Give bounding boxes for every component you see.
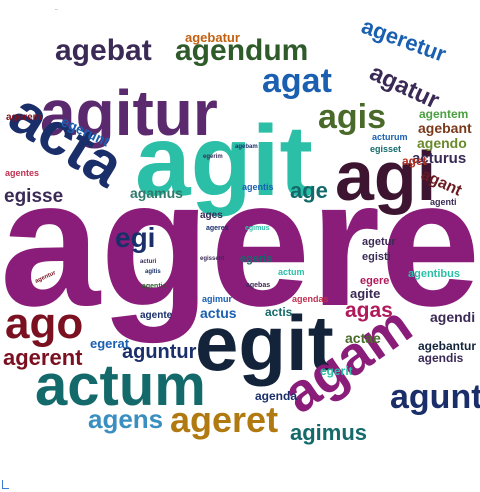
cloud-word-agendi: agendi (430, 309, 475, 325)
cloud-word-agimus: agimus (290, 420, 367, 445)
cloud-word-agens: agens (88, 404, 163, 434)
cloud-word-agerem: agerem (6, 112, 42, 123)
cloud-word-actum: actum (35, 353, 206, 418)
cloud-word-actum: actum (278, 267, 305, 277)
cloud-word-agente: agente (140, 310, 173, 321)
cloud-word-ageres: ageres (206, 225, 229, 232)
cloud-word-agerent: agerent (3, 345, 83, 370)
cloud-word-agentibus: agentibus (408, 268, 460, 280)
cloud-word-agebant: agebant (418, 120, 472, 136)
cloud-word-ageretur: ageretur (358, 13, 450, 67)
cloud-word-egimus: egimus (245, 225, 270, 232)
cloud-word-age: age (290, 178, 328, 203)
cloud-word-agebas: agebas (246, 282, 270, 289)
cloud-word-agitur: agitur (40, 77, 218, 149)
cloud-word-agentis: agentis (242, 182, 274, 192)
cloud-word-egisse: egisse (4, 186, 63, 207)
cloud-word-agebantur: agebantur (418, 339, 476, 353)
cloud-word-agenda: agenda (255, 389, 297, 403)
cloud-word-agat: agat (262, 62, 332, 100)
cloud-word-acti: acti (250, 234, 267, 245)
cloud-word-ages: ages (200, 210, 223, 221)
cloud-word-egi: egi (115, 222, 155, 253)
cloud-word-egeris: egeris (240, 253, 272, 265)
cloud-word-agenti: agenti (430, 197, 457, 207)
cloud-word-agendas: agendas (292, 294, 329, 304)
cloud-word-agentia: agentia (142, 283, 167, 290)
cloud-word-acturi: acturi (140, 259, 157, 265)
cloud-word-agere: agere (0, 143, 480, 344)
cloud-word-agas: agas (345, 299, 393, 322)
cloud-word-acturum: acturum (372, 132, 408, 142)
cloud-word-agitur: agitur (55, 8, 58, 11)
cloud-word-egere: egere (360, 275, 389, 287)
cloud-word-egit: egit (195, 299, 334, 387)
cloud-word-agebam: agebam (235, 144, 258, 150)
cloud-word-agi: agi (335, 137, 436, 215)
cloud-word-egerit: egerit (320, 364, 353, 378)
corner-marker (2, 480, 9, 489)
cloud-word-agebatur: agebatur (185, 30, 240, 45)
cloud-word-agitis: agitis (145, 269, 161, 275)
cloud-word-actis: actis (265, 305, 293, 319)
cloud-word-agentes: agentes (5, 168, 39, 178)
cloud-word-agis: agis (318, 98, 386, 136)
cloud-word-agit: agit (135, 105, 313, 217)
cloud-word-egerat: egerat (90, 336, 130, 351)
cloud-word-agetur: agetur (362, 236, 396, 248)
cloud-word-egerim: egerim (203, 154, 223, 160)
cloud-word-agendum: agendum (175, 34, 308, 67)
cloud-word-agebat: agebat (55, 34, 152, 67)
cloud-word-ageret: ageret (170, 399, 278, 440)
cloud-word-agite: agite (350, 286, 380, 301)
cloud-word-acturus: acturus (412, 150, 466, 167)
cloud-word-agendis: agendis (418, 351, 464, 365)
cloud-word-aget: aget (402, 154, 427, 168)
cloud-word-egisset: egisset (370, 144, 401, 154)
cloud-word-egissent: egissent (200, 256, 224, 262)
cloud-word-egisti: egisti (362, 251, 391, 263)
cloud-word-agentem: agentem (419, 107, 468, 121)
cloud-word-actus: actus (200, 305, 237, 321)
cloud-word-agimur: agimur (202, 294, 233, 304)
cloud-word-aguntur: aguntur (122, 341, 197, 363)
cloud-word-agunt: agunt (390, 378, 480, 416)
cloud-word-agamus: agamus (130, 185, 183, 201)
cloud-word-ago: ago (5, 299, 83, 348)
cloud-word-actae: actae (345, 330, 381, 346)
cloud-word-agendo: agendo (417, 135, 467, 151)
